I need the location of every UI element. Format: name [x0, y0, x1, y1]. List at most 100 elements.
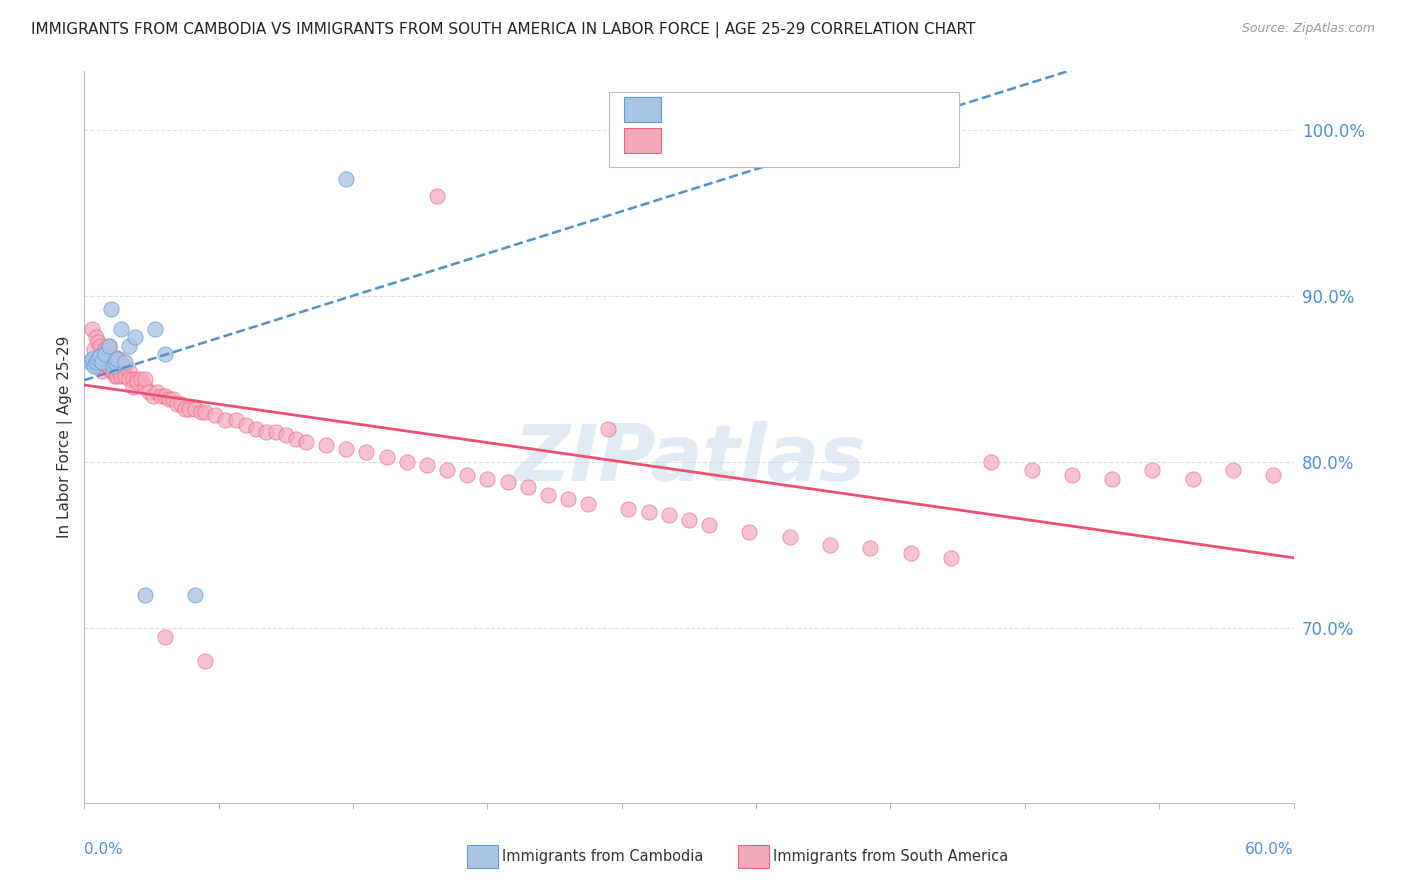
Point — [82, 351, 104, 366]
Point — [315, 438, 337, 452]
Point — [91, 355, 114, 369]
Point — [93, 342, 115, 356]
Point — [96, 359, 118, 373]
Point — [110, 359, 132, 373]
Point — [100, 351, 122, 366]
Point — [617, 501, 640, 516]
Text: R =: R = — [673, 133, 709, 147]
Point — [174, 401, 197, 416]
Point — [79, 355, 101, 369]
Point — [335, 442, 357, 456]
Point — [83, 342, 105, 356]
Point — [779, 530, 801, 544]
Point — [170, 397, 193, 411]
Point — [1222, 463, 1244, 477]
Point — [245, 422, 267, 436]
Point — [134, 372, 156, 386]
Point — [146, 385, 169, 400]
Point — [83, 359, 105, 373]
Point — [335, 172, 357, 186]
Point — [104, 368, 127, 383]
Point — [101, 359, 124, 373]
Point — [87, 359, 110, 373]
Point — [264, 425, 287, 439]
Text: IMMIGRANTS FROM CAMBODIA VS IMMIGRANTS FROM SOUTH AMERICA IN LABOR FORCE | AGE 2: IMMIGRANTS FROM CAMBODIA VS IMMIGRANTS F… — [31, 22, 976, 38]
Point — [100, 301, 122, 316]
Text: Source: ZipAtlas.com: Source: ZipAtlas.com — [1241, 22, 1375, 36]
Point — [96, 351, 118, 366]
Point — [97, 338, 120, 352]
Point — [107, 351, 129, 366]
Point — [658, 508, 681, 523]
Point — [104, 351, 127, 365]
Text: -0.265: -0.265 — [716, 131, 775, 149]
Point — [1181, 472, 1204, 486]
Point — [900, 546, 922, 560]
Point — [89, 338, 111, 352]
Point — [82, 322, 104, 336]
Point — [91, 347, 114, 361]
Point — [118, 372, 141, 386]
Point — [105, 351, 128, 366]
Y-axis label: In Labor Force | Age 25-29: In Labor Force | Age 25-29 — [58, 336, 73, 538]
Point — [939, 551, 962, 566]
Point — [93, 355, 115, 369]
Text: 60.0%: 60.0% — [1246, 842, 1294, 856]
Point — [153, 630, 176, 644]
Point — [110, 322, 132, 336]
Point — [134, 588, 156, 602]
Point — [516, 480, 538, 494]
Point — [1101, 472, 1123, 486]
Point — [114, 355, 136, 369]
Point — [285, 432, 308, 446]
Point — [456, 468, 478, 483]
Text: N =: N = — [776, 103, 813, 117]
Point — [114, 359, 136, 373]
Point — [859, 541, 882, 556]
Point — [142, 388, 165, 402]
Point — [105, 368, 128, 383]
Text: Immigrants from South America: Immigrants from South America — [773, 849, 1008, 863]
Point — [89, 349, 111, 363]
Point — [254, 425, 277, 439]
Point — [194, 405, 217, 419]
Point — [190, 405, 212, 419]
Point — [214, 413, 236, 427]
Point — [149, 388, 172, 402]
Point — [738, 524, 761, 539]
Text: 0.0%: 0.0% — [84, 842, 124, 856]
Point — [134, 380, 156, 394]
Point — [143, 322, 166, 336]
Point — [576, 497, 599, 511]
Point — [818, 538, 841, 552]
Point — [93, 347, 115, 361]
Text: R =: R = — [673, 103, 709, 117]
Point — [166, 397, 188, 411]
Text: 102: 102 — [811, 131, 846, 149]
Point — [97, 338, 120, 352]
Point — [179, 401, 201, 416]
Point — [1142, 463, 1164, 477]
Point — [678, 513, 700, 527]
Point — [91, 363, 114, 377]
Point — [125, 372, 148, 386]
Point — [118, 338, 141, 352]
Point — [496, 475, 519, 489]
Point — [598, 422, 620, 436]
Point — [153, 347, 176, 361]
Point — [426, 189, 449, 203]
Point — [1060, 468, 1083, 483]
Point — [153, 388, 176, 402]
Text: Immigrants from Cambodia: Immigrants from Cambodia — [502, 849, 703, 863]
Text: N =: N = — [776, 133, 813, 147]
Point — [637, 505, 659, 519]
Point — [107, 363, 129, 377]
Point — [86, 330, 108, 344]
Point — [204, 409, 226, 423]
Point — [235, 418, 257, 433]
Point — [86, 359, 108, 373]
Point — [1263, 468, 1285, 483]
Point — [375, 450, 398, 464]
Point — [129, 372, 152, 386]
Point — [101, 351, 124, 366]
